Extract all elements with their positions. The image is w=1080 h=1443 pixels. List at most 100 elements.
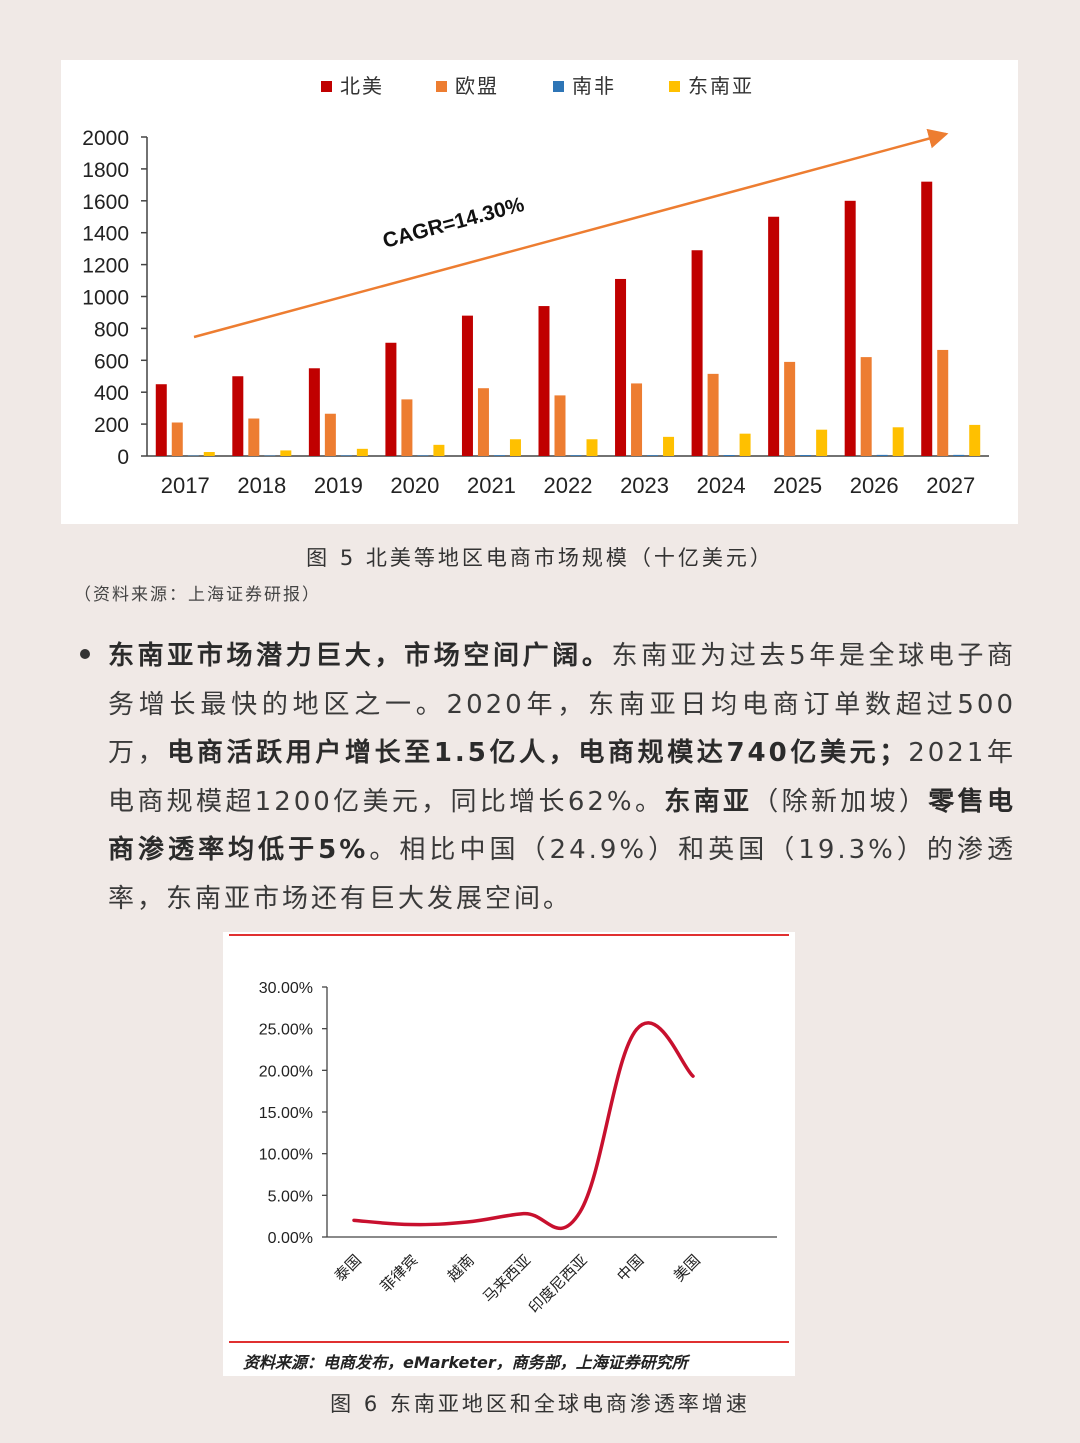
legend-swatch-东南亚: [669, 81, 680, 92]
bar-2017-东南亚: [203, 452, 215, 456]
bar-2021-北美: [461, 315, 473, 456]
x-tick-label: 2021: [467, 473, 516, 498]
bar-2023-欧盟: [631, 383, 643, 456]
chart-source: 资料来源：电商发布，eMarketer，商务部，上海证券研究所: [243, 1353, 691, 1372]
bar-2024-东南亚: [739, 433, 751, 456]
figure-5-source: （资料来源：上海证券研报）: [74, 585, 321, 605]
x-tick-label: 2027: [926, 473, 975, 498]
bar-2021-东南亚: [509, 439, 521, 456]
bar-2025-北美: [768, 216, 780, 456]
bar-2023-南非: [647, 455, 659, 456]
y-tick-label: 1800: [82, 159, 129, 182]
x-tick-label: 2017: [161, 473, 210, 498]
x-tick-label: 2018: [237, 473, 286, 498]
legend-label: 欧盟: [455, 74, 499, 98]
trend-arrow: [193, 128, 949, 339]
bar-2024-北美: [691, 250, 703, 456]
bar-2018-北美: [232, 376, 244, 456]
y-tick-label: 15.00%: [259, 1105, 313, 1122]
y-tick-label: 0: [117, 446, 129, 469]
x-tick-label: 2024: [697, 473, 746, 498]
y-tick-label: 2000: [82, 127, 129, 150]
bullet-paragraph: 东南亚市场潜力巨大，市场空间广阔。东南亚为过去5年是全球电子商务增长最快的地区之…: [80, 632, 1020, 924]
bar-2017-南非: [187, 455, 199, 457]
y-tick-label: 200: [94, 414, 129, 437]
bar-2027-南非: [953, 454, 965, 456]
bar-2018-欧盟: [248, 418, 260, 456]
bar-2021-欧盟: [477, 388, 489, 456]
text-1: 东南亚为过去5年是全球电子商务增长最快的地区之一。2020年，东南亚日均电商订单…: [108, 641, 1016, 769]
bold-text-3: 东南亚: [664, 786, 753, 817]
x-tick-label: 2022: [544, 473, 593, 498]
x-tick-label: 泰国: [331, 1251, 365, 1285]
bar-2020-北美: [385, 342, 397, 456]
bar-2018-南非: [264, 455, 276, 457]
y-tick-label: 1000: [82, 287, 129, 310]
line-chart-panel: 0.00% 5.00% 10.00% 15.00% 20.00% 25.00% 30.00%…: [223, 932, 795, 1376]
bar-2027-北美: [921, 181, 933, 456]
bar-2025-东南亚: [816, 429, 828, 456]
bar-chart: 0 200 400 600 800 1000 1200 1400 1600 1800 2000 201…: [82, 74, 989, 498]
x-tick-label: 2023: [620, 473, 669, 498]
bar-2023-东南亚: [663, 436, 675, 456]
bold-text-4: 零售电商渗透率均低于5%: [108, 786, 1016, 866]
bar-2017-欧盟: [171, 422, 183, 456]
bar-2026-东南亚: [892, 427, 904, 456]
bar-2022-南非: [570, 455, 582, 456]
x-tick-label: 2026: [850, 473, 899, 498]
y-tick-label: 20.00%: [259, 1063, 313, 1080]
line-chart: 0.00% 5.00% 10.00% 15.00% 20.00% 25.00% 30.00%…: [229, 934, 789, 1372]
x-tick-label: 2020: [390, 473, 439, 498]
bar-2026-北美: [844, 200, 856, 456]
text-2: 2021年电商规模超1200亿美元，同比增长62%。: [108, 738, 1016, 817]
bullet-dot-icon: [80, 649, 90, 659]
bar-2017-北美: [155, 384, 167, 456]
legend-swatch-欧盟: [436, 81, 447, 92]
bar-chart-panel: 0 200 400 600 800 1000 1200 1400 1600 1800 2000 201…: [61, 60, 1018, 524]
bar-2024-南非: [723, 455, 735, 456]
figure-5-caption: 图 5 北美等地区电商市场规模（十亿美元）: [306, 546, 774, 570]
bar-2027-东南亚: [969, 424, 981, 456]
y-tick-label: 600: [94, 350, 129, 373]
bar-2025-欧盟: [784, 361, 796, 456]
bar-2023-北美: [615, 278, 627, 456]
legend-swatch-南非: [553, 81, 564, 92]
bar-2022-北美: [538, 306, 550, 456]
bar-2026-欧盟: [860, 357, 872, 456]
bar-2024-欧盟: [707, 373, 719, 456]
x-tick-label: 马来西亚: [479, 1251, 534, 1306]
paragraph-text: 东南亚市场潜力巨大，市场空间广阔。东南亚为过去5年是全球电子商务增长最快的地区之…: [108, 632, 1016, 924]
bar-2019-南非: [340, 455, 352, 456]
y-tick-label: 400: [94, 382, 129, 405]
y-tick-label: 10.00%: [259, 1147, 313, 1164]
bar-2022-欧盟: [554, 395, 566, 456]
bar-2020-欧盟: [401, 399, 413, 456]
text-4: 。相比中国（24.9%）和英国（19.3%）的渗透率，东南亚市场还有巨大发展空间…: [108, 835, 1016, 914]
bar-2021-南非: [493, 455, 505, 456]
text-3: （除新加坡）: [752, 786, 929, 817]
figure-6-caption: 图 6 东南亚地区和全球电商渗透率增速: [330, 1392, 750, 1416]
y-tick-label: 1200: [82, 255, 129, 278]
y-tick-label: 25.00%: [259, 1022, 313, 1039]
x-tick-label: 2019: [314, 473, 363, 498]
x-tick-label: 2025: [773, 473, 822, 498]
bar-2020-东南亚: [433, 444, 445, 456]
penetration-line: [352, 1021, 695, 1231]
x-tick-label: 菲律宾: [377, 1251, 422, 1296]
legend-swatch-北美: [321, 81, 332, 92]
y-tick-label: 5.00%: [268, 1188, 313, 1205]
bar-2020-南非: [417, 455, 429, 456]
x-tick-label: 印度尼西亚: [525, 1251, 591, 1317]
bar-2026-南非: [876, 454, 888, 456]
x-tick-label: 越南: [444, 1251, 478, 1285]
bar-2025-南非: [800, 455, 812, 456]
bar-2027-欧盟: [937, 349, 949, 456]
legend-label: 东南亚: [688, 74, 754, 98]
x-tick-label: 中国: [613, 1251, 647, 1285]
bar-2019-东南亚: [356, 448, 368, 456]
bar-2019-欧盟: [324, 413, 336, 456]
legend-label: 南非: [572, 74, 616, 98]
y-tick-label: 0.00%: [268, 1230, 313, 1247]
y-tick-label: 30.00%: [259, 980, 313, 997]
bar-2019-北美: [308, 368, 320, 456]
